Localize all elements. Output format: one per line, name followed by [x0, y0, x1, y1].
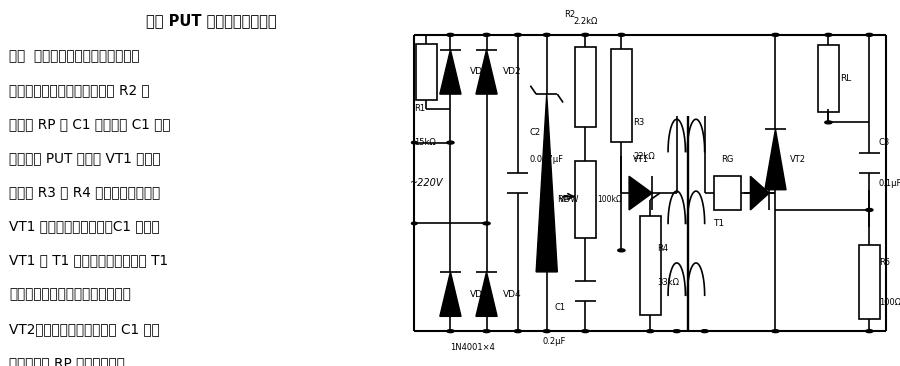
- Text: 100kΩ: 100kΩ: [598, 195, 622, 204]
- Circle shape: [646, 330, 653, 333]
- Text: VT1 被触发而迅速导通。C1 电荷经: VT1 被触发而迅速导通。C1 电荷经: [9, 220, 160, 234]
- Text: 次级侧形成触发脉冲，触发晶闸管: 次级侧形成触发脉冲，触发晶闸管: [9, 288, 130, 302]
- Text: VDW: VDW: [559, 195, 580, 204]
- Circle shape: [483, 33, 490, 36]
- Bar: [714, 176, 741, 210]
- Text: 电位器 RP 对 C1 充电。当 C1 充电: 电位器 RP 对 C1 充电。当 C1 充电: [9, 117, 170, 131]
- Bar: [416, 44, 436, 100]
- Circle shape: [866, 209, 873, 212]
- Bar: [575, 47, 596, 127]
- Text: 1N4001×4: 1N4001×4: [450, 344, 494, 352]
- Polygon shape: [476, 50, 497, 94]
- Circle shape: [772, 330, 779, 333]
- Circle shape: [824, 33, 832, 36]
- Text: 22kΩ: 22kΩ: [634, 152, 655, 161]
- Bar: [611, 49, 632, 142]
- Text: 0.1μF: 0.1μF: [879, 179, 900, 187]
- Circle shape: [824, 121, 832, 124]
- Text: R5: R5: [879, 258, 890, 266]
- Text: R4: R4: [658, 244, 669, 253]
- Text: 2.2kΩ: 2.2kΩ: [573, 17, 598, 26]
- Text: C1: C1: [555, 303, 566, 312]
- Text: VT2。触发脉冲的相位随对 C1 电容: VT2。触发脉冲的相位随对 C1 电容: [9, 322, 160, 336]
- Circle shape: [483, 222, 490, 225]
- Circle shape: [446, 141, 454, 144]
- Text: R3: R3: [634, 118, 644, 127]
- Circle shape: [866, 330, 873, 333]
- Text: RL: RL: [841, 74, 851, 83]
- Text: 充电的电阻 RP 值增减变化。: 充电的电阻 RP 值增减变化。: [9, 356, 125, 366]
- Text: VD3: VD3: [470, 290, 489, 299]
- Circle shape: [543, 330, 550, 333]
- Text: VT1: VT1: [633, 155, 649, 164]
- Circle shape: [446, 330, 454, 333]
- Text: 采用 PUT 晶闸管的相位控制: 采用 PUT 晶闸管的相位控制: [146, 13, 277, 28]
- Text: 位（即 R3 与 R4 的分压值）时，则: 位（即 R3 与 R4 的分压值）时，则: [9, 186, 160, 199]
- Circle shape: [772, 33, 779, 36]
- Bar: [818, 45, 839, 112]
- Bar: [575, 161, 596, 238]
- Text: T1: T1: [713, 219, 724, 228]
- Text: VD1: VD1: [470, 67, 489, 76]
- Polygon shape: [476, 272, 497, 316]
- Bar: [640, 216, 661, 315]
- Text: VT2: VT2: [790, 155, 806, 164]
- Polygon shape: [751, 176, 770, 210]
- Circle shape: [483, 330, 490, 333]
- Circle shape: [514, 33, 521, 36]
- Text: VT1 对 T1 初级放电，则变压器 T1: VT1 对 T1 初级放电，则变压器 T1: [9, 254, 168, 268]
- Text: R1: R1: [414, 104, 426, 113]
- Circle shape: [581, 33, 589, 36]
- Bar: [859, 245, 880, 320]
- Text: 0.2μF: 0.2μF: [543, 337, 566, 346]
- Text: VD4: VD4: [503, 290, 522, 299]
- Text: ~220V: ~220V: [410, 178, 443, 188]
- Polygon shape: [765, 129, 786, 190]
- Text: 33kΩ: 33kΩ: [658, 278, 680, 287]
- Circle shape: [514, 330, 521, 333]
- Text: RG: RG: [721, 155, 734, 164]
- Circle shape: [617, 33, 625, 36]
- Circle shape: [673, 330, 680, 333]
- Text: C3: C3: [879, 138, 890, 147]
- Text: VD2: VD2: [503, 67, 522, 76]
- Text: 电压高于 PUT 晶闸管 VT1 门极电: 电压高于 PUT 晶闸管 VT1 门极电: [9, 152, 160, 165]
- Text: 电路  交流电压经二极管桥式整流、: 电路 交流电压经二极管桥式整流、: [9, 49, 140, 63]
- Text: RP: RP: [557, 195, 569, 204]
- Circle shape: [581, 330, 589, 333]
- Circle shape: [701, 330, 708, 333]
- Circle shape: [446, 33, 454, 36]
- Text: 15kΩ: 15kΩ: [414, 138, 436, 147]
- Circle shape: [543, 33, 550, 36]
- Text: 稳压变成梯形电压，通过电阻 R2 与: 稳压变成梯形电压，通过电阻 R2 与: [9, 83, 149, 97]
- Polygon shape: [440, 50, 461, 94]
- Polygon shape: [536, 94, 557, 272]
- Polygon shape: [440, 272, 461, 316]
- Text: 100Ω: 100Ω: [879, 298, 900, 307]
- Circle shape: [617, 249, 625, 252]
- Text: 0.047μF: 0.047μF: [530, 155, 564, 164]
- Text: C2: C2: [530, 128, 541, 137]
- Polygon shape: [629, 176, 652, 210]
- Circle shape: [866, 33, 873, 36]
- Text: R2: R2: [564, 10, 576, 19]
